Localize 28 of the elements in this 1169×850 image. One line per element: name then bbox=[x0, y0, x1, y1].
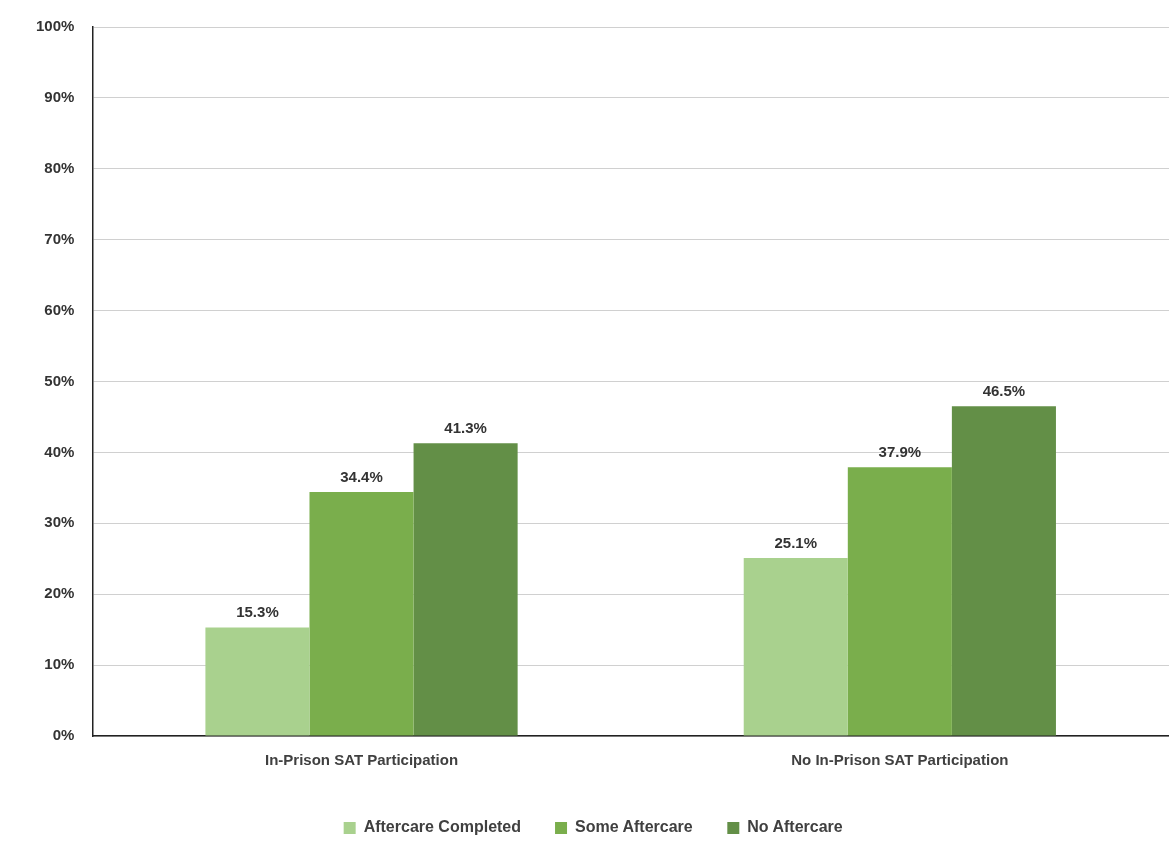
data-label: 34.4% bbox=[340, 467, 383, 485]
legend-label: Some Aftercare bbox=[575, 818, 693, 836]
y-tick-label: 60% bbox=[44, 300, 75, 318]
data-label: 15.3% bbox=[236, 603, 279, 621]
bar bbox=[743, 558, 848, 736]
x-tick-label: No In-Prison SAT Participation bbox=[791, 751, 1009, 769]
y-tick-label: 40% bbox=[44, 442, 75, 460]
y-tick-label: 80% bbox=[44, 158, 75, 176]
bar bbox=[951, 406, 1056, 736]
y-tick-label: 30% bbox=[44, 513, 75, 531]
x-tick-label: In-Prison SAT Participation bbox=[264, 751, 459, 769]
y-tick-label: 50% bbox=[44, 371, 75, 389]
bar bbox=[205, 627, 310, 736]
y-tick-label: 70% bbox=[44, 229, 75, 247]
legend-label: No Aftercare bbox=[747, 818, 843, 836]
bar bbox=[309, 492, 414, 736]
bar bbox=[847, 467, 952, 736]
y-tick-label: 10% bbox=[44, 655, 75, 673]
data-label: 25.1% bbox=[774, 533, 818, 551]
y-tick-label: 90% bbox=[44, 88, 75, 106]
legend-label: Aftercare Completed bbox=[363, 818, 522, 836]
data-label: 41.3% bbox=[444, 418, 487, 436]
y-tick-label: 0% bbox=[52, 726, 75, 744]
y-tick-label: 20% bbox=[44, 584, 75, 602]
data-label: 37.9% bbox=[878, 442, 922, 460]
bar bbox=[413, 443, 518, 736]
data-label: 46.5% bbox=[982, 381, 1026, 399]
y-tick-label: 100% bbox=[35, 17, 75, 35]
